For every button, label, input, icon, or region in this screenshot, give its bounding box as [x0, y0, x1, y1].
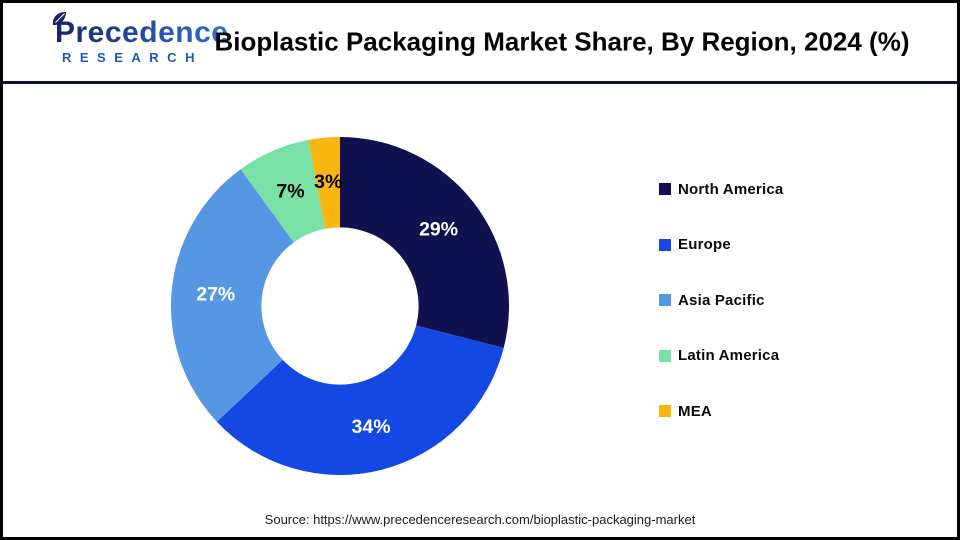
donut-slice-latin-america [240, 139, 326, 243]
header: Precedence RESEARCH Bioplastic Packaging… [3, 3, 957, 84]
legend-swatch-north-america [659, 183, 671, 195]
donut-slice-north-america [340, 137, 509, 349]
legend-item-latin-america: Latin America [659, 346, 783, 366]
logo-name: Precedence [55, 16, 229, 49]
logo-subtitle: RESEARCH [62, 49, 203, 65]
donut-slice-europe [216, 325, 504, 475]
legend-item-north-america: North America [659, 179, 783, 199]
slice-value-label-asia-pacific: 27% [196, 283, 235, 305]
legend-swatch-asia-pacific [659, 294, 671, 306]
legend-label-asia-pacific: Asia Pacific [678, 291, 765, 309]
slice-value-label-europe: 34% [352, 416, 391, 438]
chart-legend: North America Europe Asia Pacific Latin … [659, 179, 783, 421]
legend-item-europe: Europe [659, 235, 783, 255]
donut-slice-asia-pacific [170, 169, 294, 422]
source-text: Source: https://www.precedenceresearch.c… [264, 512, 696, 527]
slice-value-label-north-america: 29% [419, 219, 458, 241]
legend-label-north-america: North America [678, 180, 784, 198]
legend-item-mea: MEA [659, 401, 783, 421]
donut-slice-mea [308, 137, 340, 229]
legend-swatch-mea [659, 405, 671, 417]
brand-logo: Precedence RESEARCH [52, 11, 229, 65]
chart-title: Bioplastic Packaging Market Share, By Re… [214, 26, 910, 57]
slice-value-label-mea: 3% [314, 171, 342, 193]
logo-leaf-icon [50, 10, 68, 33]
legend-swatch-europe [659, 238, 671, 251]
legend-label-europe: Europe [678, 236, 731, 253]
slice-value-label-latin-america: 7% [276, 180, 304, 202]
legend-item-asia-pacific: Asia Pacific [659, 290, 783, 310]
legend-swatch-latin-america [659, 349, 671, 362]
donut-chart: 29% 34% 27% 7% 3% [170, 137, 509, 475]
legend-label-mea: MEA [678, 402, 712, 420]
legend-label-latin-america: Latin America [678, 347, 780, 364]
